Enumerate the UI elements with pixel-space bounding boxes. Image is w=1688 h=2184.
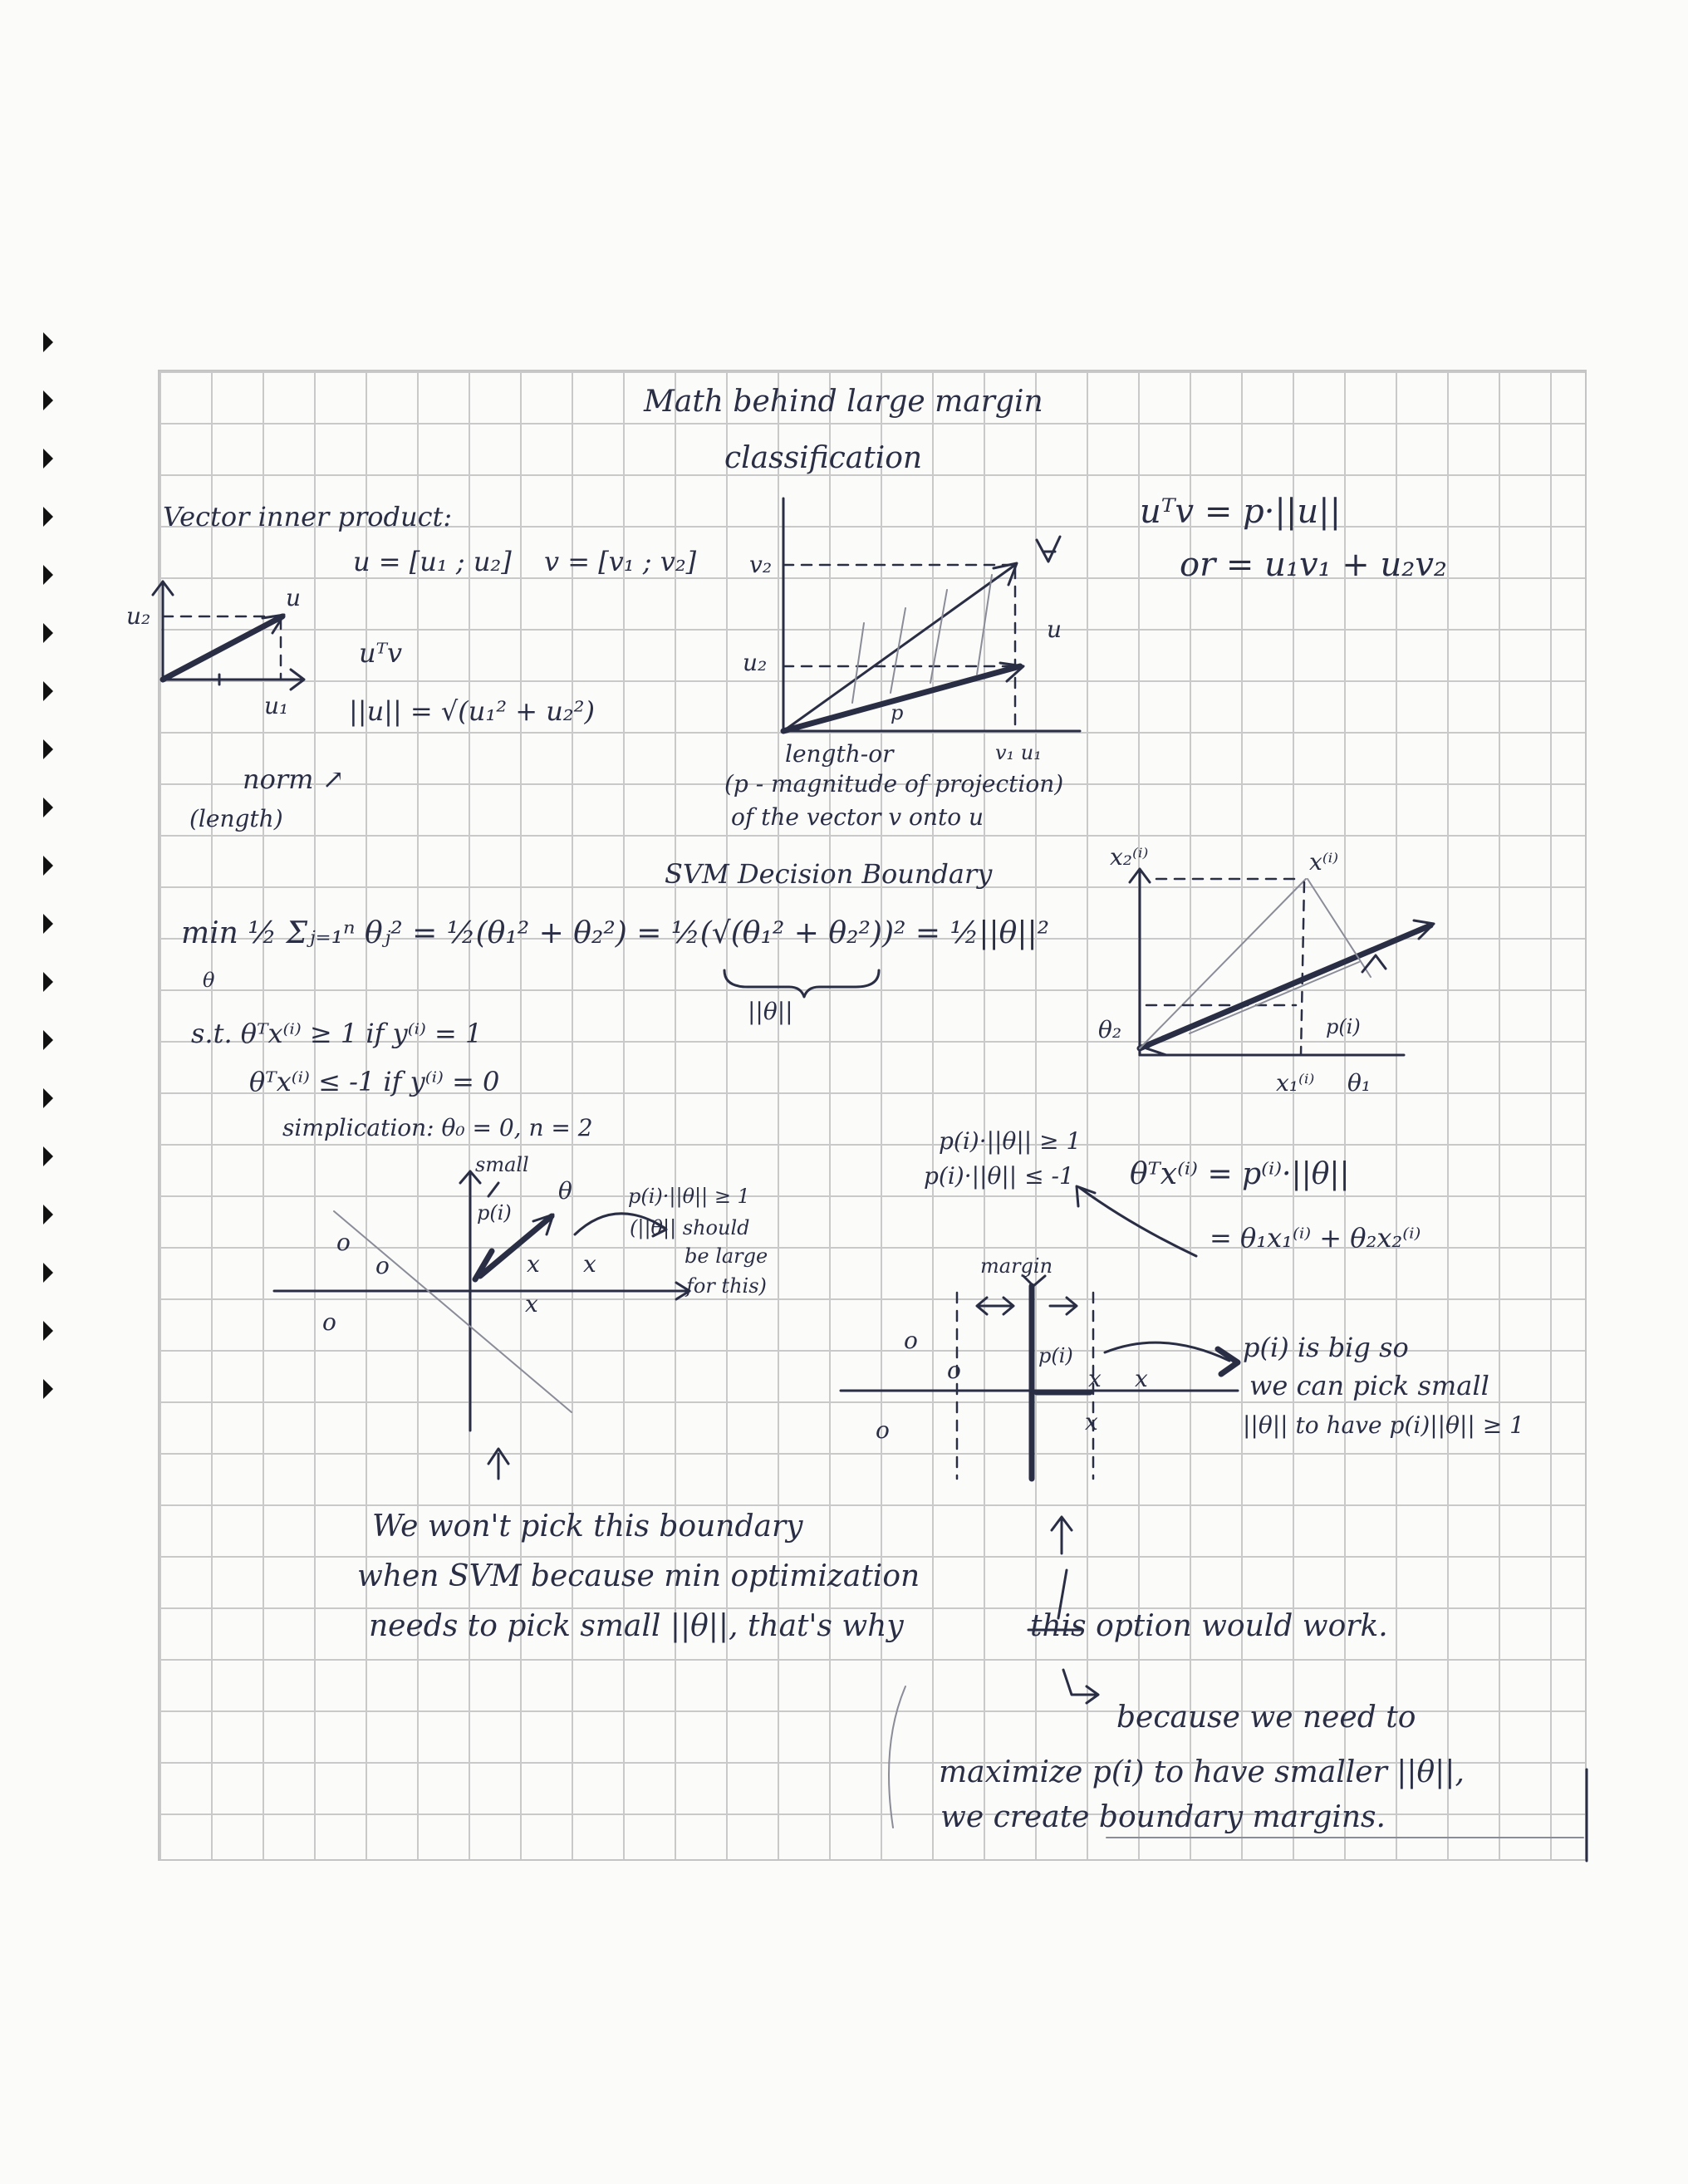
min-objective-formula: min ½ Σⱼ₌₁ⁿ θⱼ² = ½(θ₁² + θ₂²) = ½(√(θ₁²…: [181, 916, 1050, 950]
theta-t-x-expanded: = θ₁x₁⁽ⁱ⁾ + θ₂x₂⁽ⁱ⁾: [1210, 1222, 1421, 1254]
title-line2: classification: [724, 441, 923, 475]
marker-x-1: x: [527, 1250, 540, 1278]
norm-formula: ||u|| = √(u₁² + u₂²): [349, 695, 595, 727]
margin-diagram: [839, 1274, 1241, 1482]
u-transpose-v: uᵀv: [359, 637, 403, 669]
theta-t-x-formula: θᵀx⁽ⁱ⁾ = p⁽ⁱ⁾·||θ||: [1130, 1157, 1350, 1191]
theta-label-left: θ: [558, 1177, 572, 1205]
theta2-label: θ₂: [1098, 1016, 1122, 1043]
utv-equals-p-norm: uᵀv = p·||u||: [1140, 493, 1342, 531]
axis-u2-label-2: u₂: [743, 649, 768, 676]
marker-x-6: x: [1085, 1408, 1098, 1436]
projection-p-label: p: [891, 701, 904, 724]
p-i-label-mid: p(i): [1038, 1344, 1073, 1367]
marker-x-4: x: [1088, 1365, 1102, 1392]
graph-paper-grid: [158, 370, 1587, 1861]
projection-note-line3: of the vector v onto u: [731, 803, 984, 831]
vector-u-label-2: u: [1047, 616, 1062, 643]
theta-x-diagram: [1128, 867, 1435, 1057]
big-note-line3: ||θ|| to have p(i)||θ|| ≥ 1: [1243, 1411, 1524, 1439]
marker-o-3: o: [322, 1308, 336, 1336]
binder-hole-marks: [43, 332, 53, 1399]
p-i-label-right: p(i): [1326, 1015, 1361, 1038]
left-note-line1: p(i)·||θ|| ≥ 1: [628, 1185, 750, 1208]
bad-boundary-diagram: [272, 1170, 691, 1432]
u-vector-diagram: [151, 580, 306, 691]
big-note-line1: p(i) is big so: [1243, 1332, 1409, 1363]
vector-inner-product-heading: Vector inner product:: [163, 501, 453, 533]
this-option-note: this option would work.: [1030, 1609, 1388, 1643]
marker-x-5: x: [1135, 1365, 1148, 1392]
p-i-label-left: p(i): [477, 1201, 512, 1225]
constraint-positive: s.t. θᵀx⁽ⁱ⁾ ≥ 1 if y⁽ⁱ⁾ = 1: [191, 1018, 483, 1049]
projection-diagram: [780, 497, 1082, 734]
marker-o-6: o: [876, 1416, 890, 1444]
marker-x-3: x: [525, 1290, 538, 1318]
u-vector-definition: u = [u₁ ; u₂]: [353, 546, 512, 577]
marker-x-2: x: [583, 1250, 596, 1278]
bottom-note-line3: needs to pick small ||θ||, that's why: [369, 1609, 904, 1643]
v-vector-definition: v = [v₁ ; v₂]: [544, 546, 697, 577]
projection-note-line1: length-or: [785, 740, 894, 768]
axis-v2-label: v₂: [749, 551, 773, 578]
xi-point-label: x⁽ⁱ⁾: [1309, 848, 1339, 876]
norm-theta-brace-label: ||θ||: [748, 998, 793, 1025]
norm-label: norm ↗: [243, 763, 345, 795]
margin-label: margin: [980, 1254, 1053, 1278]
axis-u1-label: u₁: [264, 692, 289, 719]
because-line3: we create boundary margins.: [940, 1800, 1386, 1834]
left-note-line2: (||θ|| should: [630, 1216, 750, 1239]
vector-u-label: u: [286, 584, 302, 611]
because-line2: maximize p(i) to have smaller ||θ||,: [939, 1755, 1465, 1789]
condition-negative: p(i)·||θ|| ≤ -1: [924, 1162, 1074, 1190]
bottom-note-line1: We won't pick this boundary: [372, 1509, 803, 1544]
x2i-axis-label: x₂⁽ⁱ⁾: [1110, 843, 1149, 871]
marker-o-1: o: [336, 1229, 351, 1256]
left-note-line4: for this): [686, 1274, 767, 1298]
marker-o-5: o: [947, 1357, 961, 1384]
axis-u2-label: u₂: [126, 602, 151, 630]
theta1-label: θ₁: [1347, 1069, 1372, 1097]
constraint-negative: θᵀx⁽ⁱ⁾ ≤ -1 if y⁽ⁱ⁾ = 0: [249, 1066, 500, 1097]
left-note-line3: be large: [685, 1244, 768, 1268]
bottom-note-line2: when SVM because min optimization: [357, 1559, 920, 1593]
marker-o-2: o: [375, 1252, 390, 1279]
axis-v1-u1-label: v₁ u₁: [995, 741, 1042, 764]
condition-positive: p(i)·||θ|| ≥ 1: [939, 1127, 1082, 1155]
simplification-note: simplication: θ₀ = 0, n = 2: [282, 1114, 593, 1141]
x1i-axis-label: x₁⁽ⁱ⁾: [1276, 1069, 1315, 1097]
length-label: (length): [189, 805, 283, 832]
min-theta-subscript: θ: [203, 969, 215, 992]
small-label: small: [475, 1153, 529, 1176]
projection-note-line2: (p - magnitude of projection): [724, 770, 1064, 798]
because-line1: because we need to: [1116, 1701, 1416, 1735]
marker-o-4: o: [904, 1327, 918, 1354]
utv-component-form: or = u₁v₁ + u₂v₂: [1180, 546, 1447, 584]
svm-decision-boundary-heading: SVM Decision Boundary: [665, 858, 993, 890]
big-note-line2: we can pick small: [1249, 1370, 1489, 1401]
binder-holes: [40, 332, 65, 1537]
title-line1: Math behind large margin: [644, 385, 1043, 419]
